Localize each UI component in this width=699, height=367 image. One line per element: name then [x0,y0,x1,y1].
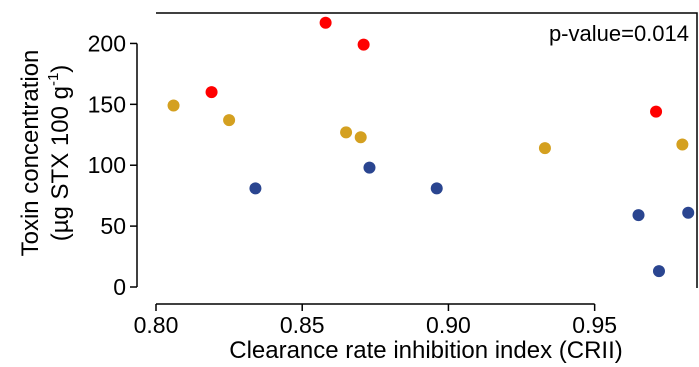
x-tick-label: 0.80 [134,312,179,338]
data-point [682,206,695,219]
y-tick-label: 50 [100,213,126,239]
data-point [363,161,376,174]
x-tick-label: 0.90 [426,312,471,338]
data-point [676,138,689,151]
data-point [249,182,262,195]
data-point [357,38,370,51]
y-tick-label: 200 [88,30,126,56]
y-axis-title: Toxin concentration (µg STX 100 g-1) [17,50,74,257]
data-points [167,16,695,278]
data-point [167,99,180,112]
data-point [650,105,663,118]
p-value-annotation: p-value=0.014 [549,21,689,46]
data-point [223,114,236,127]
y-axis-title-line-2: (µg STX 100 g-1) [45,65,74,242]
data-point [652,265,665,278]
y-axis-unit-superscript: -1 [45,73,62,86]
plot-area [156,12,698,288]
y-tick-label: 100 [88,152,126,178]
x-tick-label: 0.95 [572,312,617,338]
data-point [430,182,443,195]
y-axis: 0 50 100 150 200 [88,30,138,300]
y-axis-unit-suffix: ) [47,65,74,73]
data-point [319,16,332,29]
x-axis: 0.80 0.85 0.90 0.95 [134,303,617,338]
data-point [205,86,218,99]
x-tick-label: 0.85 [280,312,325,338]
data-point [538,142,551,155]
y-tick-label: 150 [88,91,126,117]
data-point [354,131,367,144]
y-axis-title-line-1: Toxin concentration [17,50,44,257]
y-tick-label: 0 [113,274,126,300]
y-axis-unit-prefix: (µg STX 100 g [47,86,74,241]
x-axis-title: Clearance rate inhibition index (CRII) [229,337,623,364]
data-point [632,209,645,222]
plot-frame [156,12,698,288]
data-point [340,126,353,139]
